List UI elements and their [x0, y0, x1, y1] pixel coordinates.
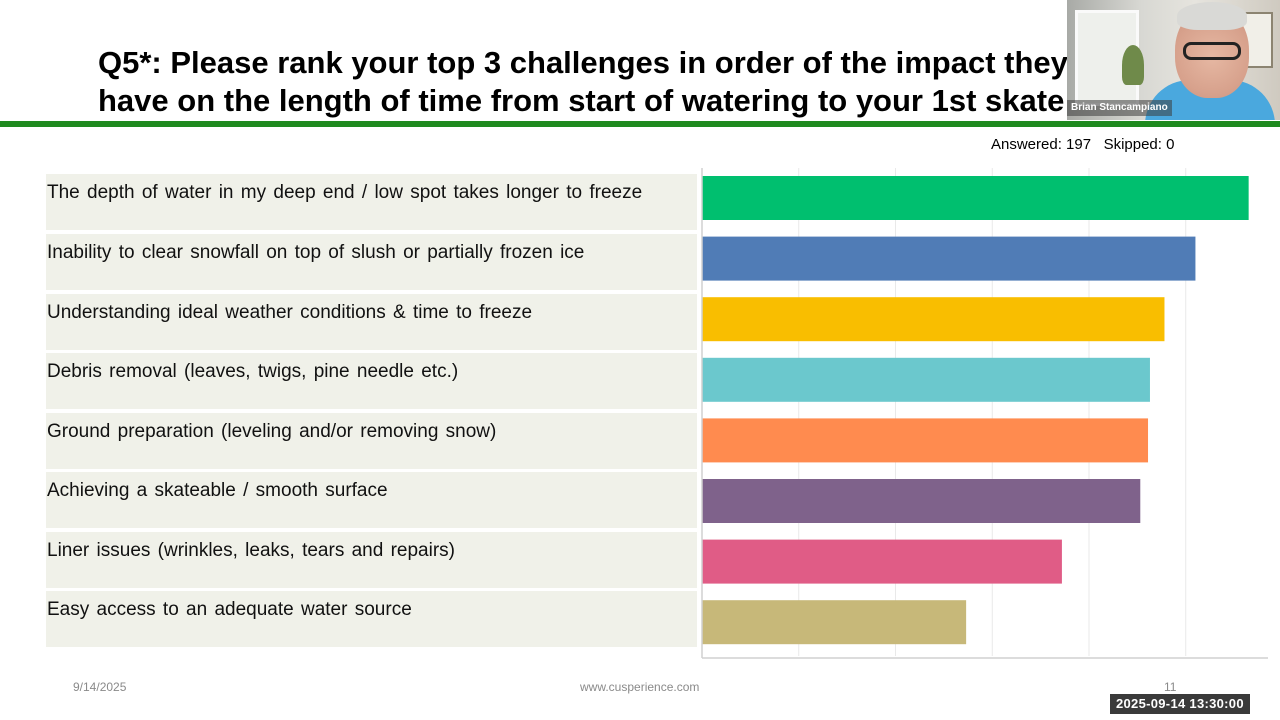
bar: [702, 236, 1196, 281]
page-number: 11: [1164, 680, 1177, 694]
bar: [702, 176, 1249, 220]
question-title: Q5*: Please rank your top 3 challenges i…: [98, 44, 1078, 120]
video-person-glasses: [1183, 42, 1241, 60]
label-row: Inability to clear snowfall on top of sl…: [46, 234, 697, 290]
bar: [702, 479, 1141, 523]
category-label: Achieving a skateable / smooth surface: [47, 480, 388, 501]
bar-chart: [700, 168, 1270, 660]
participant-video-tile[interactable]: Brian Stancampiano: [1067, 0, 1280, 120]
category-label: The depth of water in my deep end / low …: [47, 182, 643, 203]
question-title-line-2: have on the length of time from start of…: [98, 83, 1065, 118]
category-label: Inability to clear snowfall on top of sl…: [47, 242, 585, 263]
participant-name: Brian Stancampiano: [1067, 100, 1172, 116]
category-label: Understanding ideal weather conditions &…: [47, 302, 533, 323]
bar: [702, 418, 1149, 463]
category-label: Easy access to an adequate water source: [47, 599, 412, 620]
label-row: Understanding ideal weather conditions &…: [46, 294, 697, 350]
answered-skipped-count: Answered: 197 Skipped: 0: [991, 136, 1175, 153]
video-person-hair: [1177, 2, 1247, 30]
video-plant: [1122, 45, 1144, 85]
bar: [702, 357, 1150, 402]
label-row: Liner issues (wrinkles, leaks, tears and…: [46, 532, 697, 588]
footer-url: www.cusperience.com: [580, 680, 700, 694]
label-row: Ground preparation (leveling and/or remo…: [46, 413, 697, 469]
category-label: Liner issues (wrinkles, leaks, tears and…: [47, 540, 455, 561]
label-row: The depth of water in my deep end / low …: [46, 174, 697, 230]
recording-timestamp: 2025-09-14 13:30:00: [1110, 694, 1250, 714]
category-label: Ground preparation (leveling and/or remo…: [47, 421, 497, 442]
category-label: Debris removal (leaves, twigs, pine need…: [47, 361, 459, 382]
bar-chart-svg: [701, 168, 1268, 659]
question-title-line-1: Q5*: Please rank your top 3 challenges i…: [98, 45, 1068, 80]
label-row: Debris removal (leaves, twigs, pine need…: [46, 353, 697, 409]
label-row: Achieving a skateable / smooth surface: [46, 472, 697, 528]
bar: [702, 297, 1165, 342]
green-divider: [0, 121, 1280, 127]
label-row: Easy access to an adequate water source: [46, 591, 697, 647]
bar: [702, 600, 967, 645]
bar: [702, 539, 1062, 584]
footer-date: 9/14/2025: [73, 680, 127, 694]
